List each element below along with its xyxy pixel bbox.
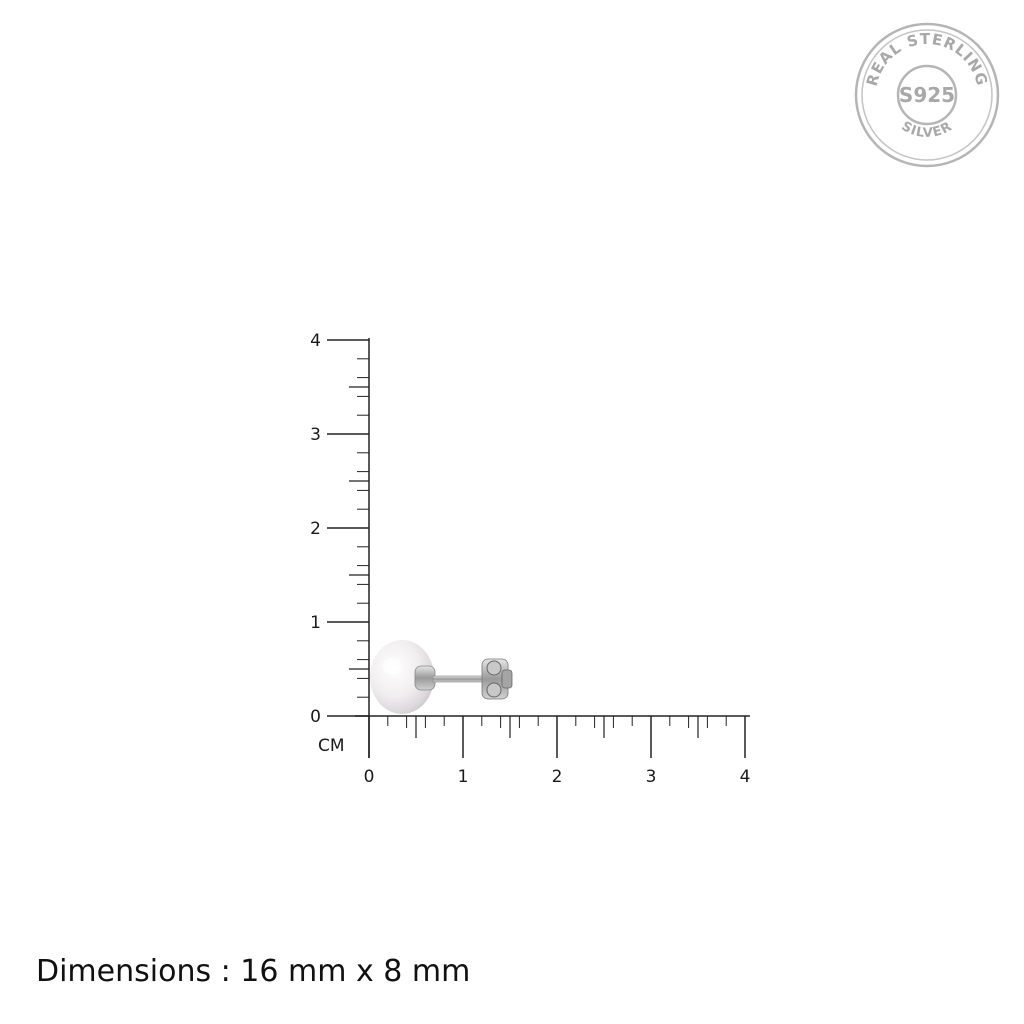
pearl-stud-earring	[370, 640, 513, 714]
pearl-highlight	[382, 658, 402, 674]
x-axis-labels: 0 1 2 3 4	[364, 767, 751, 787]
y-tick-label: 4	[310, 331, 321, 351]
seal-arc-bottom-text: SILVER	[899, 119, 955, 141]
y-tick-label: 0	[310, 707, 321, 727]
y-axis-ticks	[327, 339, 369, 717]
seal-center-text: S925	[899, 83, 955, 107]
x-tick-label: 2	[552, 767, 563, 787]
x-axis-ticks	[368, 716, 746, 758]
y-tick-label: 3	[310, 425, 321, 445]
x-tick-label: 0	[364, 767, 375, 787]
x-tick-label: 4	[740, 767, 751, 787]
y-axis-labels: 0 1 2 3 4	[310, 331, 321, 727]
sterling-silver-seal: REAL STERLING S925 SILVER	[854, 22, 1000, 168]
butterfly-back	[481, 658, 513, 700]
dimensions-caption: Dimensions : 16 mm x 8 mm	[36, 954, 471, 989]
x-tick-label: 1	[458, 767, 469, 787]
y-tick-label: 1	[310, 613, 321, 633]
x-tick-label: 3	[646, 767, 657, 787]
post-base	[414, 665, 436, 691]
pearl	[370, 640, 434, 714]
unit-label: CM	[318, 736, 345, 756]
y-tick-label: 2	[310, 519, 321, 539]
